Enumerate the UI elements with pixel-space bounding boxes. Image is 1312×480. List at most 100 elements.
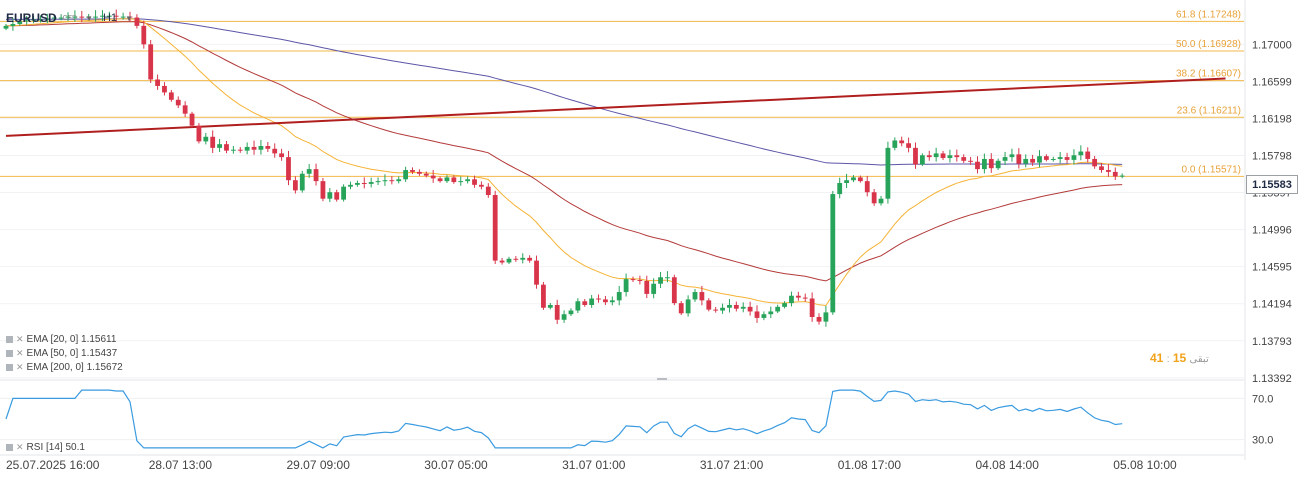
candle-body [237, 149, 243, 151]
pane-resize-handle [657, 378, 667, 380]
candle-body [313, 169, 319, 182]
symbol-name[interactable]: EURUSD [6, 11, 57, 25]
candles [3, 9, 1125, 327]
candle-countdown: تبقى 15 : 41 [1150, 351, 1209, 365]
candle-body [789, 295, 794, 304]
candle-body [430, 175, 436, 179]
time-tick-label: 30.07 05:00 [424, 458, 488, 472]
candle-body [106, 15, 112, 17]
candle-body [217, 144, 222, 148]
gridlines [0, 43, 1244, 379]
candle-body [189, 113, 195, 126]
candle-body [1009, 154, 1015, 158]
legend-ema50[interactable]: ✕ EMA [50, 0] 1.15437 [6, 348, 117, 359]
remove-indicator-icon[interactable]: ✕ [16, 334, 24, 344]
candle-body [899, 140, 905, 144]
candle-body [72, 16, 78, 18]
candle-body [582, 301, 588, 305]
candle-body [699, 292, 705, 301]
indicator-settings-icon[interactable] [6, 444, 13, 451]
price-tick-label: 1.13392 [1252, 373, 1292, 385]
dropdown-caret-icon[interactable]: ▼ [125, 13, 133, 23]
fib-level-label: 23.6 (1.16211) [1177, 105, 1241, 116]
candle-body [1112, 171, 1118, 177]
candle-body [575, 301, 581, 311]
candle-body [1106, 170, 1111, 172]
time-tick-label: 04.08 14:00 [975, 458, 1039, 472]
candle-body [995, 160, 1001, 169]
candle-body [520, 257, 526, 260]
candle-body [182, 105, 188, 114]
candle-body [175, 99, 181, 106]
trendline[interactable] [5, 77, 1226, 137]
indicator-settings-icon[interactable] [6, 336, 13, 343]
time-tick-label: 05.08 10:00 [1113, 458, 1177, 472]
price-tick-label: 1.15798 [1252, 150, 1292, 162]
candle-body [527, 257, 533, 261]
candle-body [258, 146, 264, 150]
candle-body [1064, 157, 1070, 160]
candle-body [954, 155, 960, 158]
candle-body [361, 182, 367, 184]
candle-body [203, 136, 209, 142]
candle-body [306, 169, 312, 174]
candle-body [279, 153, 284, 158]
countdown-minutes: 41 [1150, 351, 1164, 365]
candle-body [403, 170, 409, 180]
remove-indicator-icon[interactable]: ✕ [16, 362, 24, 372]
remove-indicator-icon[interactable]: ✕ [16, 442, 24, 452]
candle-body [38, 19, 43, 21]
candle-body [857, 177, 863, 182]
price-tick-label: 1.14194 [1252, 299, 1292, 311]
candle-body [720, 307, 725, 311]
candle-body [782, 303, 787, 307]
rsi-tick-label: 30.0 [1252, 435, 1273, 447]
time-tick-label: 31.07 01:00 [562, 458, 626, 472]
candle-body [892, 140, 898, 148]
price-tick-label: 1.16198 [1252, 113, 1292, 125]
indicator-settings-icon[interactable] [6, 364, 13, 371]
remove-indicator-icon[interactable]: ✕ [16, 348, 24, 358]
chart-toolbar: EURUSD CFD ▼ H1 ▼ [6, 8, 139, 28]
candle-body [802, 297, 808, 299]
legend-ema200[interactable]: ✕ EMA [200, 0] 1.15672 [6, 362, 123, 373]
candle-body [65, 16, 71, 18]
legend-ema20[interactable]: ✕ EMA [20, 0] 1.15611 [6, 334, 116, 345]
candle-body [534, 260, 539, 285]
candle-body [864, 181, 870, 193]
candle-body [272, 148, 278, 154]
candle-body [1030, 158, 1036, 163]
candle-body [341, 186, 347, 200]
candle-body [768, 311, 774, 315]
candle-body [706, 300, 712, 310]
candle-body [968, 160, 973, 162]
candle-body [961, 157, 967, 161]
timeframe-selector[interactable]: H1 [102, 12, 118, 24]
time-tick-label: 31.07 21:00 [700, 458, 764, 472]
ema20-label: EMA [20, 0] 1.15611 [26, 334, 117, 345]
candle-body [816, 317, 822, 322]
candle-body [988, 158, 994, 169]
candle-body [485, 186, 491, 195]
dropdown-caret-icon[interactable]: ▼ [85, 13, 93, 23]
candle-body [24, 20, 30, 22]
candle-body [120, 16, 126, 18]
candle-body [981, 158, 987, 170]
candle-body [162, 85, 167, 93]
candle-body [830, 194, 836, 313]
countdown-label: تبقى [1189, 354, 1209, 365]
pane-separator[interactable] [0, 378, 1244, 381]
indicator-settings-icon[interactable] [6, 350, 13, 357]
candle-body [479, 184, 484, 187]
price-tick-label: 1.14595 [1252, 262, 1292, 274]
candle-body [603, 299, 608, 303]
candle-body [396, 179, 402, 182]
candle-body [568, 310, 574, 315]
price-axis[interactable]: 1.170001.165991.161981.157981.153971.149… [1244, 0, 1292, 460]
legend-rsi[interactable]: ✕ RSI [14] 50.1 [6, 442, 85, 453]
candle-body [809, 298, 815, 317]
time-axis[interactable]: 25.07.2025 16:00 28.07 13:00 29.07 09:00 30… [0, 454, 1244, 472]
candle-body [513, 258, 519, 260]
candle-body [658, 277, 663, 284]
